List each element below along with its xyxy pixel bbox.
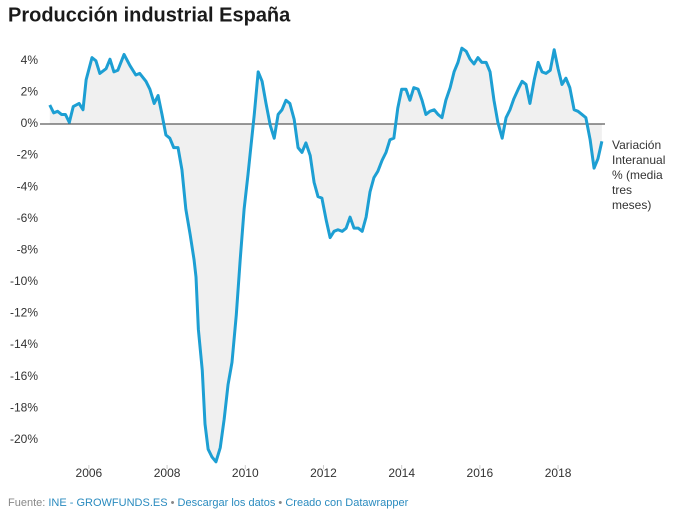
y-tick-label: -20% (10, 432, 38, 446)
x-tick-label: 2010 (232, 466, 259, 480)
y-tick-label: -8% (17, 242, 39, 256)
y-tick-label: -18% (10, 400, 38, 414)
credit-link[interactable]: Creado con Datawrapper (285, 497, 409, 509)
download-link[interactable]: Descargar los datos (177, 497, 276, 509)
y-tick-label: -16% (10, 369, 38, 383)
x-tick-label: 2008 (154, 466, 181, 480)
x-tick-label: 2012 (310, 466, 337, 480)
x-tick-label: 2016 (467, 466, 494, 480)
chart-title: Producción industrial España (8, 4, 291, 26)
separator: • (170, 497, 175, 509)
y-tick-label: -6% (17, 211, 39, 225)
series-label: Variación Interanual % (media tres meses… (612, 138, 666, 212)
y-tick-label: 0% (21, 116, 39, 130)
y-tick-label: 2% (21, 85, 39, 99)
y-tick-label: -14% (10, 337, 38, 351)
x-tick-label: 2018 (545, 466, 572, 480)
y-tick-label: -4% (17, 179, 39, 193)
x-tick-label: 2006 (76, 466, 103, 480)
footer: Fuente: INE - GROWFUNDS.ES • Descargar l… (8, 497, 408, 509)
x-tick-label: 2014 (388, 466, 415, 480)
series-line (48, 46, 604, 464)
y-tick-label: -10% (10, 274, 38, 288)
area-fill (49, 48, 602, 462)
y-tick-label: -12% (10, 306, 38, 320)
y-tick-label: -2% (17, 148, 39, 162)
separator: • (278, 497, 283, 509)
source-label: Fuente: (8, 497, 46, 509)
y-tick-label: 4% (21, 53, 39, 67)
source-link[interactable]: INE - GROWFUNDS.ES (48, 497, 168, 509)
